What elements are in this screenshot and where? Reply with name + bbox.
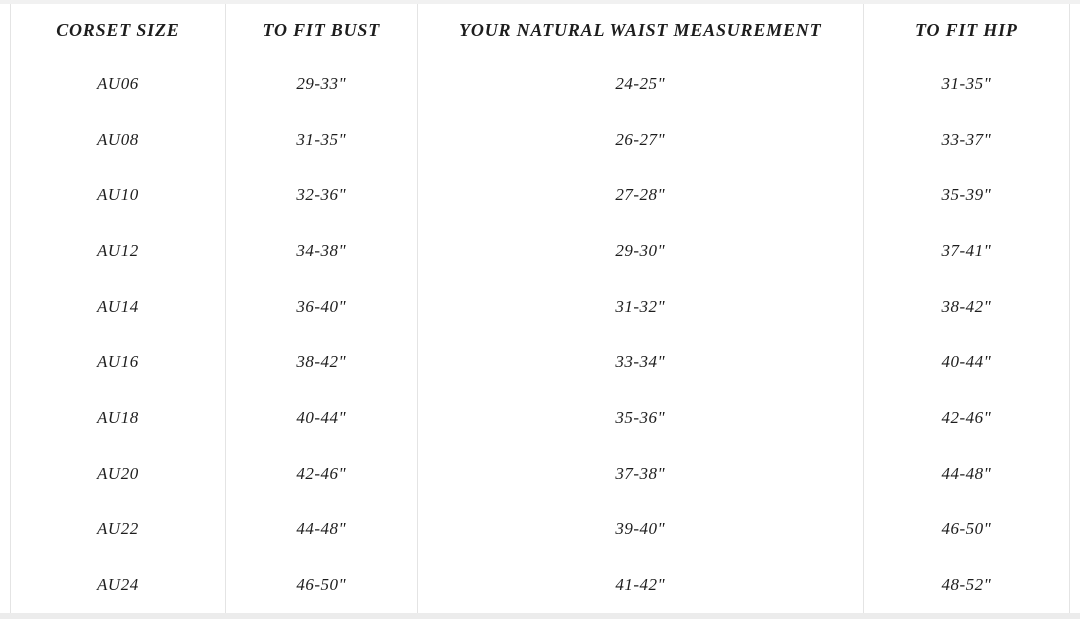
table-row: AU14 36-40" 31-32" 38-42": [11, 278, 1069, 335]
hip-cell: 44-48": [941, 463, 992, 483]
column-header-hip: TO FIT HIP: [915, 19, 1018, 40]
hip-cell: 48-52": [941, 575, 992, 595]
waist-cell: 24-25": [418, 56, 864, 112]
bust-cell: 34-38": [226, 223, 418, 279]
hip-cell: 40-44": [941, 352, 992, 372]
table-row: AU22 44-48" 39-40" 46-50": [11, 501, 1069, 558]
waist-cell: 35-36": [418, 390, 864, 446]
size-cell: AU12: [11, 223, 226, 279]
bust-cell: 44-48": [226, 501, 418, 558]
column-header-waist: YOUR NATURAL WAIST MEASUREMENT: [418, 4, 864, 56]
bust-cell: 40-44": [226, 390, 418, 446]
table-row: AU18 40-44" 35-36" 42-46": [11, 390, 1069, 446]
bust-cell: 31-35": [226, 111, 418, 168]
waist-cell: 39-40": [418, 501, 864, 558]
size-chart-table: CORSET SIZE TO FIT BUST YOUR NATURAL WAI…: [10, 4, 1070, 614]
table-row: AU20 42-46" 37-38" 44-48": [11, 445, 1069, 502]
size-cell: AU06: [11, 56, 226, 112]
table-row: AU08 31-35" 26-27" 33-37": [11, 111, 1069, 168]
hip-cell: 46-50": [941, 519, 992, 539]
table-row: AU12 34-38" 29-30" 37-41": [11, 223, 1069, 279]
hip-cell: 38-42": [941, 296, 992, 316]
hip-cell: 33-37": [941, 129, 992, 149]
bust-cell: 36-40": [226, 278, 418, 335]
waist-cell: 27-28": [418, 167, 864, 224]
size-cell: AU22: [11, 501, 226, 558]
hip-cell: 37-41": [941, 240, 992, 260]
table-row: AU10 32-36" 27-28" 35-39": [11, 167, 1069, 224]
waist-cell: 33-34": [418, 334, 864, 391]
size-cell: AU20: [11, 445, 226, 502]
table-row: AU16 38-42" 33-34" 40-44": [11, 334, 1069, 391]
waist-cell: 31-32": [418, 278, 864, 335]
size-cell: AU14: [11, 278, 226, 335]
bust-cell: 32-36": [226, 167, 418, 224]
waist-cell: 29-30": [418, 223, 864, 279]
waist-cell: 41-42": [418, 557, 864, 614]
column-header-bust: TO FIT BUST: [226, 4, 418, 56]
bust-cell: 38-42": [226, 334, 418, 391]
table-header-row: CORSET SIZE TO FIT BUST YOUR NATURAL WAI…: [11, 4, 1069, 56]
waist-cell: 26-27": [418, 111, 864, 168]
top-divider: [0, 0, 1080, 4]
bust-cell: 46-50": [226, 557, 418, 614]
hip-cell: 31-35": [941, 73, 992, 93]
hip-cell: 42-46": [941, 408, 992, 428]
size-cell: AU08: [11, 111, 226, 168]
size-cell: AU10: [11, 167, 226, 224]
bottom-divider: [0, 613, 1080, 619]
column-header-corset-size: CORSET SIZE: [11, 4, 226, 56]
table-row: AU24 46-50" 41-42" 48-52": [11, 557, 1069, 614]
waist-cell: 37-38": [418, 445, 864, 502]
table-row: AU06 29-33" 24-25" 31-35": [11, 56, 1069, 112]
size-cell: AU24: [11, 557, 226, 614]
bust-cell: 29-33": [226, 56, 418, 112]
size-cell: AU16: [11, 334, 226, 391]
size-cell: AU18: [11, 390, 226, 446]
bust-cell: 42-46": [226, 445, 418, 502]
hip-cell: 35-39": [941, 185, 992, 205]
